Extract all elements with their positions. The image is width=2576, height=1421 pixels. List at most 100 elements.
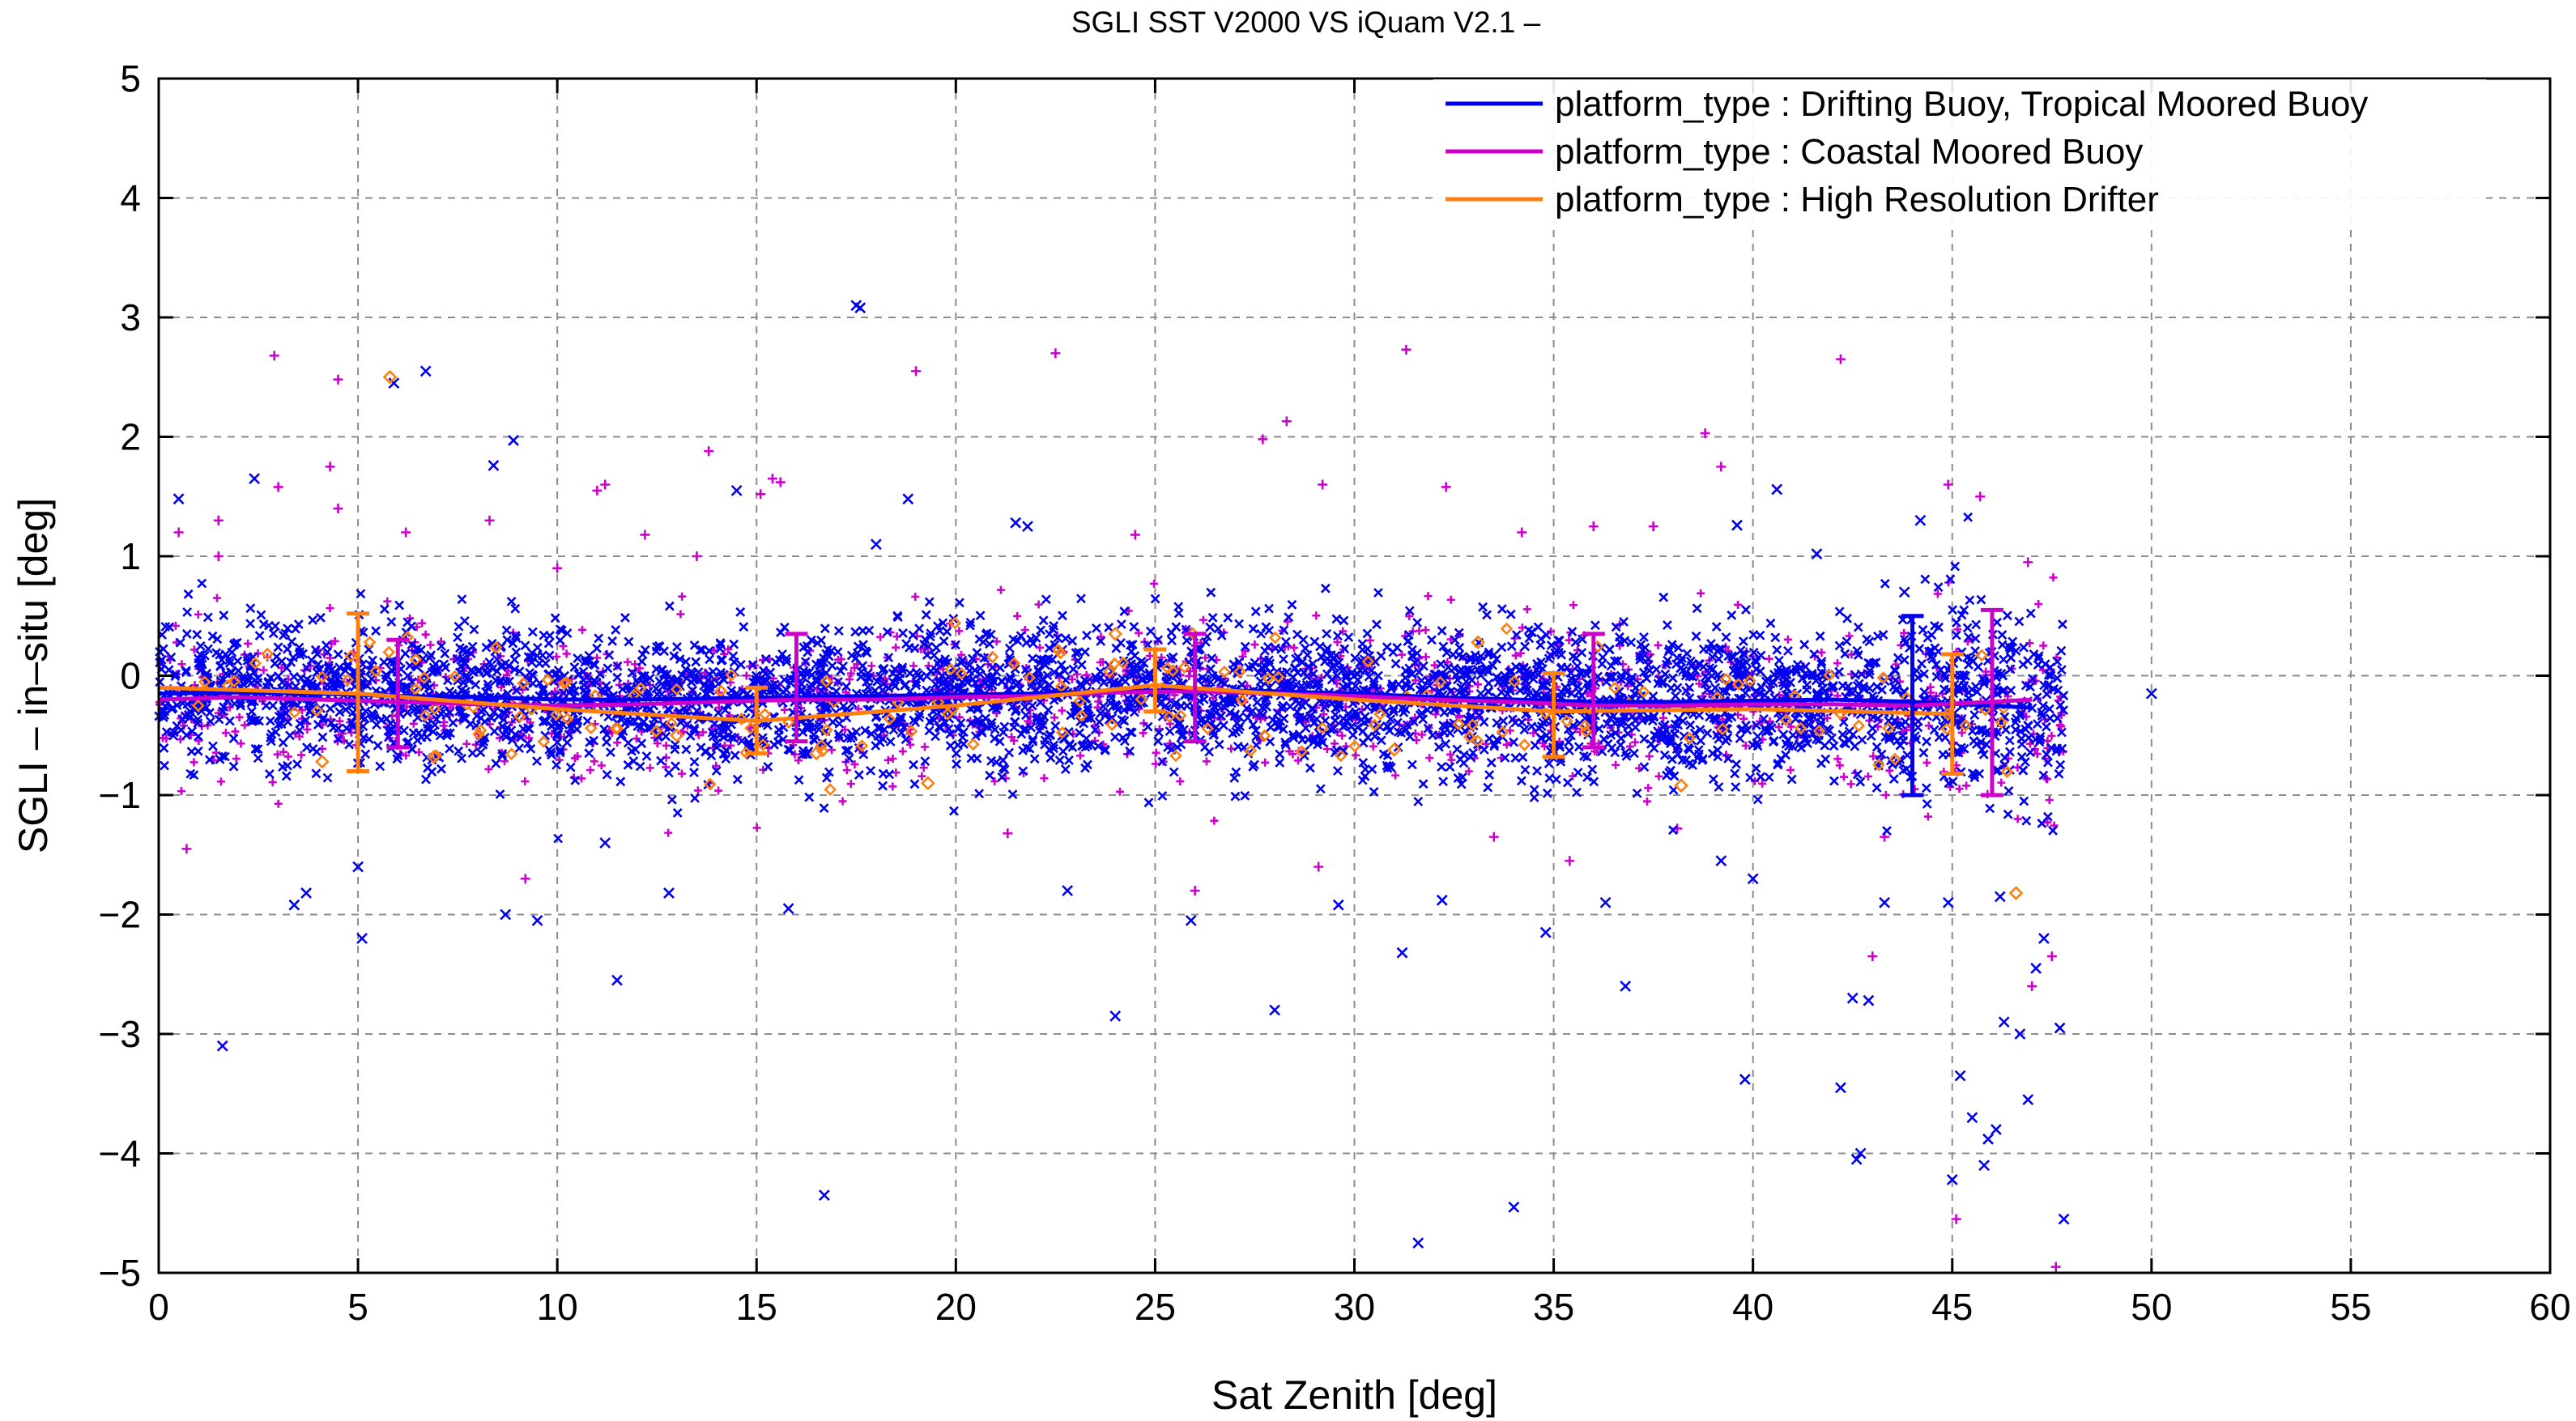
data-point (1298, 635, 1309, 645)
data-point (1645, 752, 1654, 761)
data-point (1205, 677, 1216, 687)
data-point (911, 592, 920, 601)
data-point (204, 755, 215, 765)
data-point (994, 736, 1005, 747)
data-point (181, 844, 192, 854)
data-point (1924, 721, 1933, 730)
data-point (547, 750, 556, 760)
data-point (507, 735, 517, 745)
data-point (1210, 816, 1219, 825)
data-point (235, 713, 244, 721)
data-point (955, 713, 964, 721)
data-point (241, 721, 249, 730)
data-point (1082, 630, 1092, 640)
data-point (1256, 628, 1267, 639)
data-point (951, 748, 961, 759)
data-point (1817, 648, 1826, 657)
data-point (853, 660, 862, 669)
data-point (279, 630, 288, 640)
data-point (1405, 731, 1416, 742)
data-point (586, 766, 595, 775)
data-point (296, 751, 305, 759)
data-point (283, 752, 292, 761)
data-point (780, 705, 789, 714)
data-point (1288, 750, 1297, 759)
data-point (918, 772, 926, 781)
data-point (955, 627, 964, 636)
data-point (775, 477, 786, 487)
data-point (1529, 729, 1538, 738)
data-point (2059, 705, 2068, 716)
data-point (1007, 733, 1016, 742)
data-point (1739, 714, 1748, 723)
data-point (1443, 657, 1452, 666)
data-point (1642, 797, 1651, 806)
data-point (990, 777, 999, 786)
data-point (607, 636, 618, 646)
data-point (590, 757, 598, 766)
data-point (888, 782, 897, 791)
data-point (1167, 636, 1177, 646)
data-point (898, 628, 908, 638)
data-point (335, 717, 344, 725)
data-point (287, 636, 297, 647)
data-point (265, 716, 275, 726)
data-point (892, 768, 901, 777)
data-point (713, 708, 723, 718)
data-point (213, 515, 224, 525)
data-point (578, 625, 587, 634)
data-point (781, 657, 792, 667)
data-point (1500, 752, 1510, 763)
data-point (2037, 707, 2046, 717)
data-point (401, 527, 411, 538)
data-point (1716, 462, 1727, 472)
data-point (520, 874, 530, 884)
data-point (2013, 815, 2022, 823)
data-point (193, 714, 203, 725)
data-point (289, 671, 299, 682)
data-point (525, 734, 534, 742)
data-point (884, 755, 892, 764)
data-point (173, 527, 184, 538)
data-point (2047, 731, 2056, 740)
data-point (945, 741, 956, 751)
data-point (1786, 774, 1797, 785)
data-point (421, 630, 430, 639)
data-point (171, 669, 181, 679)
data-point (325, 462, 335, 472)
data-point (752, 823, 761, 832)
data-point (2037, 711, 2047, 721)
data-point (1040, 774, 1049, 783)
data-point (1786, 722, 1795, 731)
data-point (1398, 650, 1407, 659)
data-point (1800, 662, 1811, 672)
data-point (680, 657, 691, 667)
data-point (1976, 594, 1986, 605)
data-point (1546, 640, 1556, 650)
data-point (1412, 618, 1423, 628)
data-point (412, 623, 421, 632)
data-point (1517, 527, 1527, 538)
data-point (2027, 981, 2037, 991)
data-point (1563, 724, 1573, 734)
data-point (1971, 619, 1982, 630)
data-point (919, 764, 928, 772)
data-point (1314, 862, 1324, 872)
data-point (2045, 796, 2054, 805)
data-point (1786, 677, 1795, 687)
data-point (1748, 647, 1759, 657)
data-point (231, 727, 240, 736)
data-point (182, 607, 193, 617)
data-point (1318, 479, 1328, 490)
data-point (2046, 670, 2056, 681)
data-point (1721, 632, 1731, 642)
data-point (1135, 628, 1143, 637)
data-point (1734, 600, 1743, 609)
data-point (677, 769, 686, 778)
data-point (1833, 659, 1842, 668)
data-point (739, 622, 749, 632)
data-point (1075, 751, 1084, 760)
data-point (1139, 658, 1149, 668)
data-point (885, 736, 896, 747)
